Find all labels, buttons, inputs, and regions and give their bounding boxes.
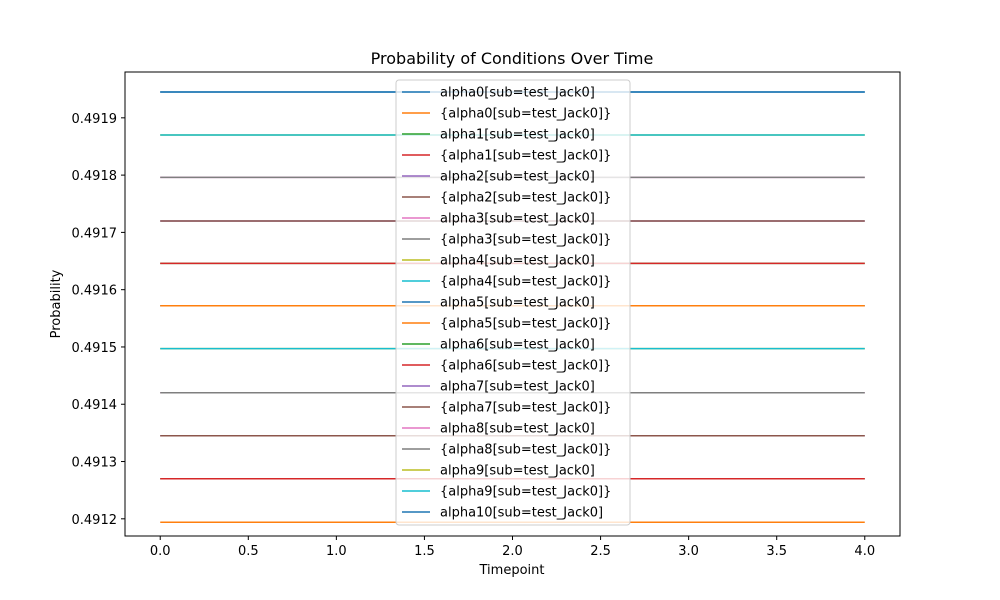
legend-label-10: alpha5[sub=test_Jack0] <box>440 296 595 311</box>
x-tick-label: 2.0 <box>502 544 523 559</box>
legend-label-17: {alpha8[sub=test_Jack0]} <box>440 443 611 458</box>
y-tick-label: 0.4916 <box>72 284 118 299</box>
x-tick-label: 0.0 <box>150 544 171 559</box>
legend-label-2: alpha1[sub=test_Jack0] <box>440 128 595 143</box>
y-tick-label: 0.4914 <box>72 398 118 413</box>
legend-label-3: {alpha1[sub=test_Jack0]} <box>440 149 611 164</box>
legend-label-18: alpha9[sub=test_Jack0] <box>440 464 595 479</box>
legend-label-6: alpha3[sub=test_Jack0] <box>440 212 595 227</box>
x-tick-label: 3.0 <box>678 544 699 559</box>
legend-label-16: alpha8[sub=test_Jack0] <box>440 422 595 437</box>
legend: alpha0[sub=test_Jack0] {alpha0[sub=test_J… <box>395 79 631 526</box>
legend-label-20: alpha10[sub=test_Jack0] <box>440 506 603 521</box>
legend-label-14: alpha7[sub=test_Jack0] <box>440 380 595 395</box>
legend-label-4: alpha2[sub=test_Jack0] <box>440 170 595 185</box>
legend-label-15: {alpha7[sub=test_Jack0]} <box>440 401 611 416</box>
x-tick-label: 4.0 <box>854 544 875 559</box>
x-axis-label: Timepoint <box>479 563 545 578</box>
chart-title: Probability of Conditions Over Time <box>371 49 654 68</box>
x-axis: 0.0 0.5 1.0 1.5 2.0 2.5 3.0 3.5 4.0 <box>150 536 875 559</box>
x-tick-label: 3.5 <box>766 544 787 559</box>
legend-box <box>395 79 631 526</box>
legend-label-13: {alpha6[sub=test_Jack0]} <box>440 359 611 374</box>
y-tick-label: 0.4917 <box>72 226 118 241</box>
x-tick-label: 0.5 <box>238 544 259 559</box>
legend-label-8: alpha4[sub=test_Jack0] <box>440 254 595 269</box>
legend-label-12: alpha6[sub=test_Jack0] <box>440 338 595 353</box>
legend-label-19: {alpha9[sub=test_Jack0]} <box>440 485 611 500</box>
y-tick-label: 0.4915 <box>72 341 118 356</box>
legend-label-7: {alpha3[sub=test_Jack0]} <box>440 233 611 248</box>
legend-label-5: {alpha2[sub=test_Jack0]} <box>440 191 611 206</box>
y-axis-label: Probability <box>49 269 64 338</box>
x-tick-label: 1.5 <box>414 544 435 559</box>
y-tick-label: 0.4919 <box>72 112 118 127</box>
legend-label-1: {alpha0[sub=test_Jack0]} <box>440 107 611 122</box>
x-tick-label: 2.5 <box>590 544 611 559</box>
y-tick-label: 0.4918 <box>72 169 118 184</box>
legend-label-11: {alpha5[sub=test_Jack0]} <box>440 317 611 332</box>
y-tick-label: 0.4912 <box>72 513 118 528</box>
x-tick-label: 1.0 <box>326 544 347 559</box>
legend-label-0: alpha0[sub=test_Jack0] <box>440 86 595 101</box>
y-tick-label: 0.4913 <box>72 456 118 471</box>
y-axis: 0.4912 0.4913 0.4914 0.4915 0.4916 0.4917 0.49… <box>72 112 125 528</box>
legend-label-9: {alpha4[sub=test_Jack0]} <box>440 275 611 290</box>
